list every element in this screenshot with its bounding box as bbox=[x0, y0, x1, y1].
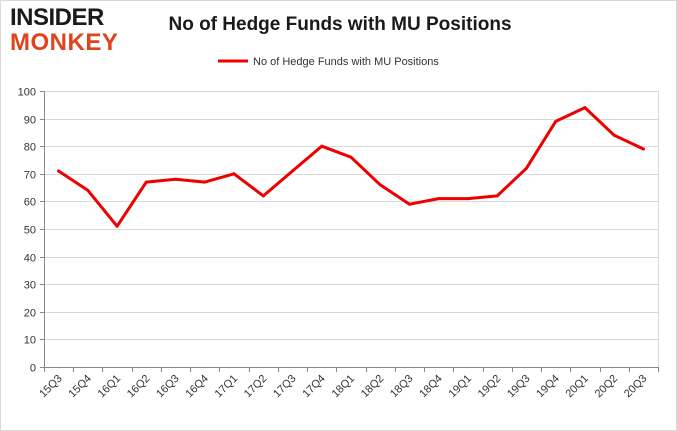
y-tick-labels: 0 10 20 30 40 50 60 70 80 90 100 bbox=[18, 87, 36, 375]
x-tick-label: 20Q2 bbox=[593, 373, 621, 401]
y-tick-label: 40 bbox=[24, 253, 36, 265]
x-tick-label: 18Q1 bbox=[330, 373, 358, 401]
y-tick-label: 100 bbox=[18, 87, 36, 99]
x-tick-label: 16Q2 bbox=[125, 373, 153, 401]
data-point bbox=[349, 155, 353, 159]
data-point bbox=[495, 194, 499, 198]
data-point bbox=[466, 197, 470, 201]
x-tick-labels: 15Q3 15Q4 16Q1 16Q2 16Q3 16Q4 17Q1 17Q2 17Q3 17Q4… bbox=[37, 373, 649, 401]
x-tick-label: 19Q3 bbox=[505, 373, 533, 401]
x-tick-label: 17Q1 bbox=[213, 373, 241, 401]
x-tick-label: 18Q3 bbox=[388, 373, 416, 401]
data-point bbox=[86, 188, 90, 192]
x-tick-label: 15Q3 bbox=[37, 373, 65, 401]
insider-monkey-logo: INSIDER MONKEY bbox=[10, 4, 128, 56]
data-point bbox=[320, 144, 324, 148]
data-point bbox=[612, 133, 616, 137]
data-point bbox=[583, 106, 587, 110]
x-tick-label: 19Q1 bbox=[447, 373, 475, 401]
data-point bbox=[524, 166, 528, 170]
y-tick-label: 90 bbox=[24, 115, 36, 127]
axes bbox=[40, 91, 659, 372]
y-tick-label: 0 bbox=[30, 363, 36, 375]
series-lines bbox=[57, 106, 645, 228]
grid-lines bbox=[44, 91, 659, 367]
x-tick-label: 17Q4 bbox=[300, 373, 328, 401]
y-tick-label: 10 bbox=[24, 335, 36, 347]
y-tick-label: 70 bbox=[24, 170, 36, 182]
data-point bbox=[641, 147, 645, 151]
y-tick-label: 80 bbox=[24, 142, 36, 154]
legend-label: No of Hedge Funds with MU Positions bbox=[253, 56, 439, 68]
x-tick-label: 17Q2 bbox=[242, 373, 270, 401]
x-tick-label: 16Q4 bbox=[183, 373, 211, 401]
y-tick-label: 20 bbox=[24, 308, 36, 320]
x-tick-label: 18Q4 bbox=[417, 373, 445, 401]
data-point bbox=[408, 202, 411, 206]
data-point bbox=[261, 194, 265, 198]
data-point bbox=[378, 183, 382, 187]
legend: No of Hedge Funds with MU Positions bbox=[218, 56, 439, 68]
data-point bbox=[232, 172, 236, 176]
data-point bbox=[174, 177, 178, 181]
series-line-0 bbox=[57, 106, 645, 228]
data-point bbox=[291, 169, 294, 173]
x-tick-label: 17Q3 bbox=[271, 373, 299, 401]
y-tick-label: 50 bbox=[24, 225, 36, 237]
data-point bbox=[57, 169, 61, 173]
data-point bbox=[115, 224, 119, 228]
y-tick-label: 60 bbox=[24, 197, 36, 209]
data-point bbox=[554, 119, 558, 123]
logo-line-1: INSIDER bbox=[10, 4, 104, 31]
y-tick-label: 30 bbox=[24, 280, 36, 292]
data-point bbox=[203, 180, 207, 184]
x-tick-label: 16Q1 bbox=[96, 373, 124, 401]
data-point bbox=[144, 180, 148, 184]
x-tick-label: 18Q2 bbox=[359, 373, 387, 401]
data-point bbox=[437, 197, 441, 201]
x-tick-label: 19Q4 bbox=[534, 373, 562, 401]
x-tick-label: 20Q3 bbox=[622, 373, 650, 401]
x-tick-label: 16Q3 bbox=[154, 373, 182, 401]
x-tick-label: 20Q1 bbox=[564, 373, 592, 401]
logo-line-2: MONKEY bbox=[10, 29, 119, 56]
chart-title: No of Hedge Funds with MU Positions bbox=[168, 14, 512, 35]
x-tick-label: 19Q2 bbox=[476, 373, 504, 401]
x-tick-label: 15Q4 bbox=[66, 373, 94, 401]
